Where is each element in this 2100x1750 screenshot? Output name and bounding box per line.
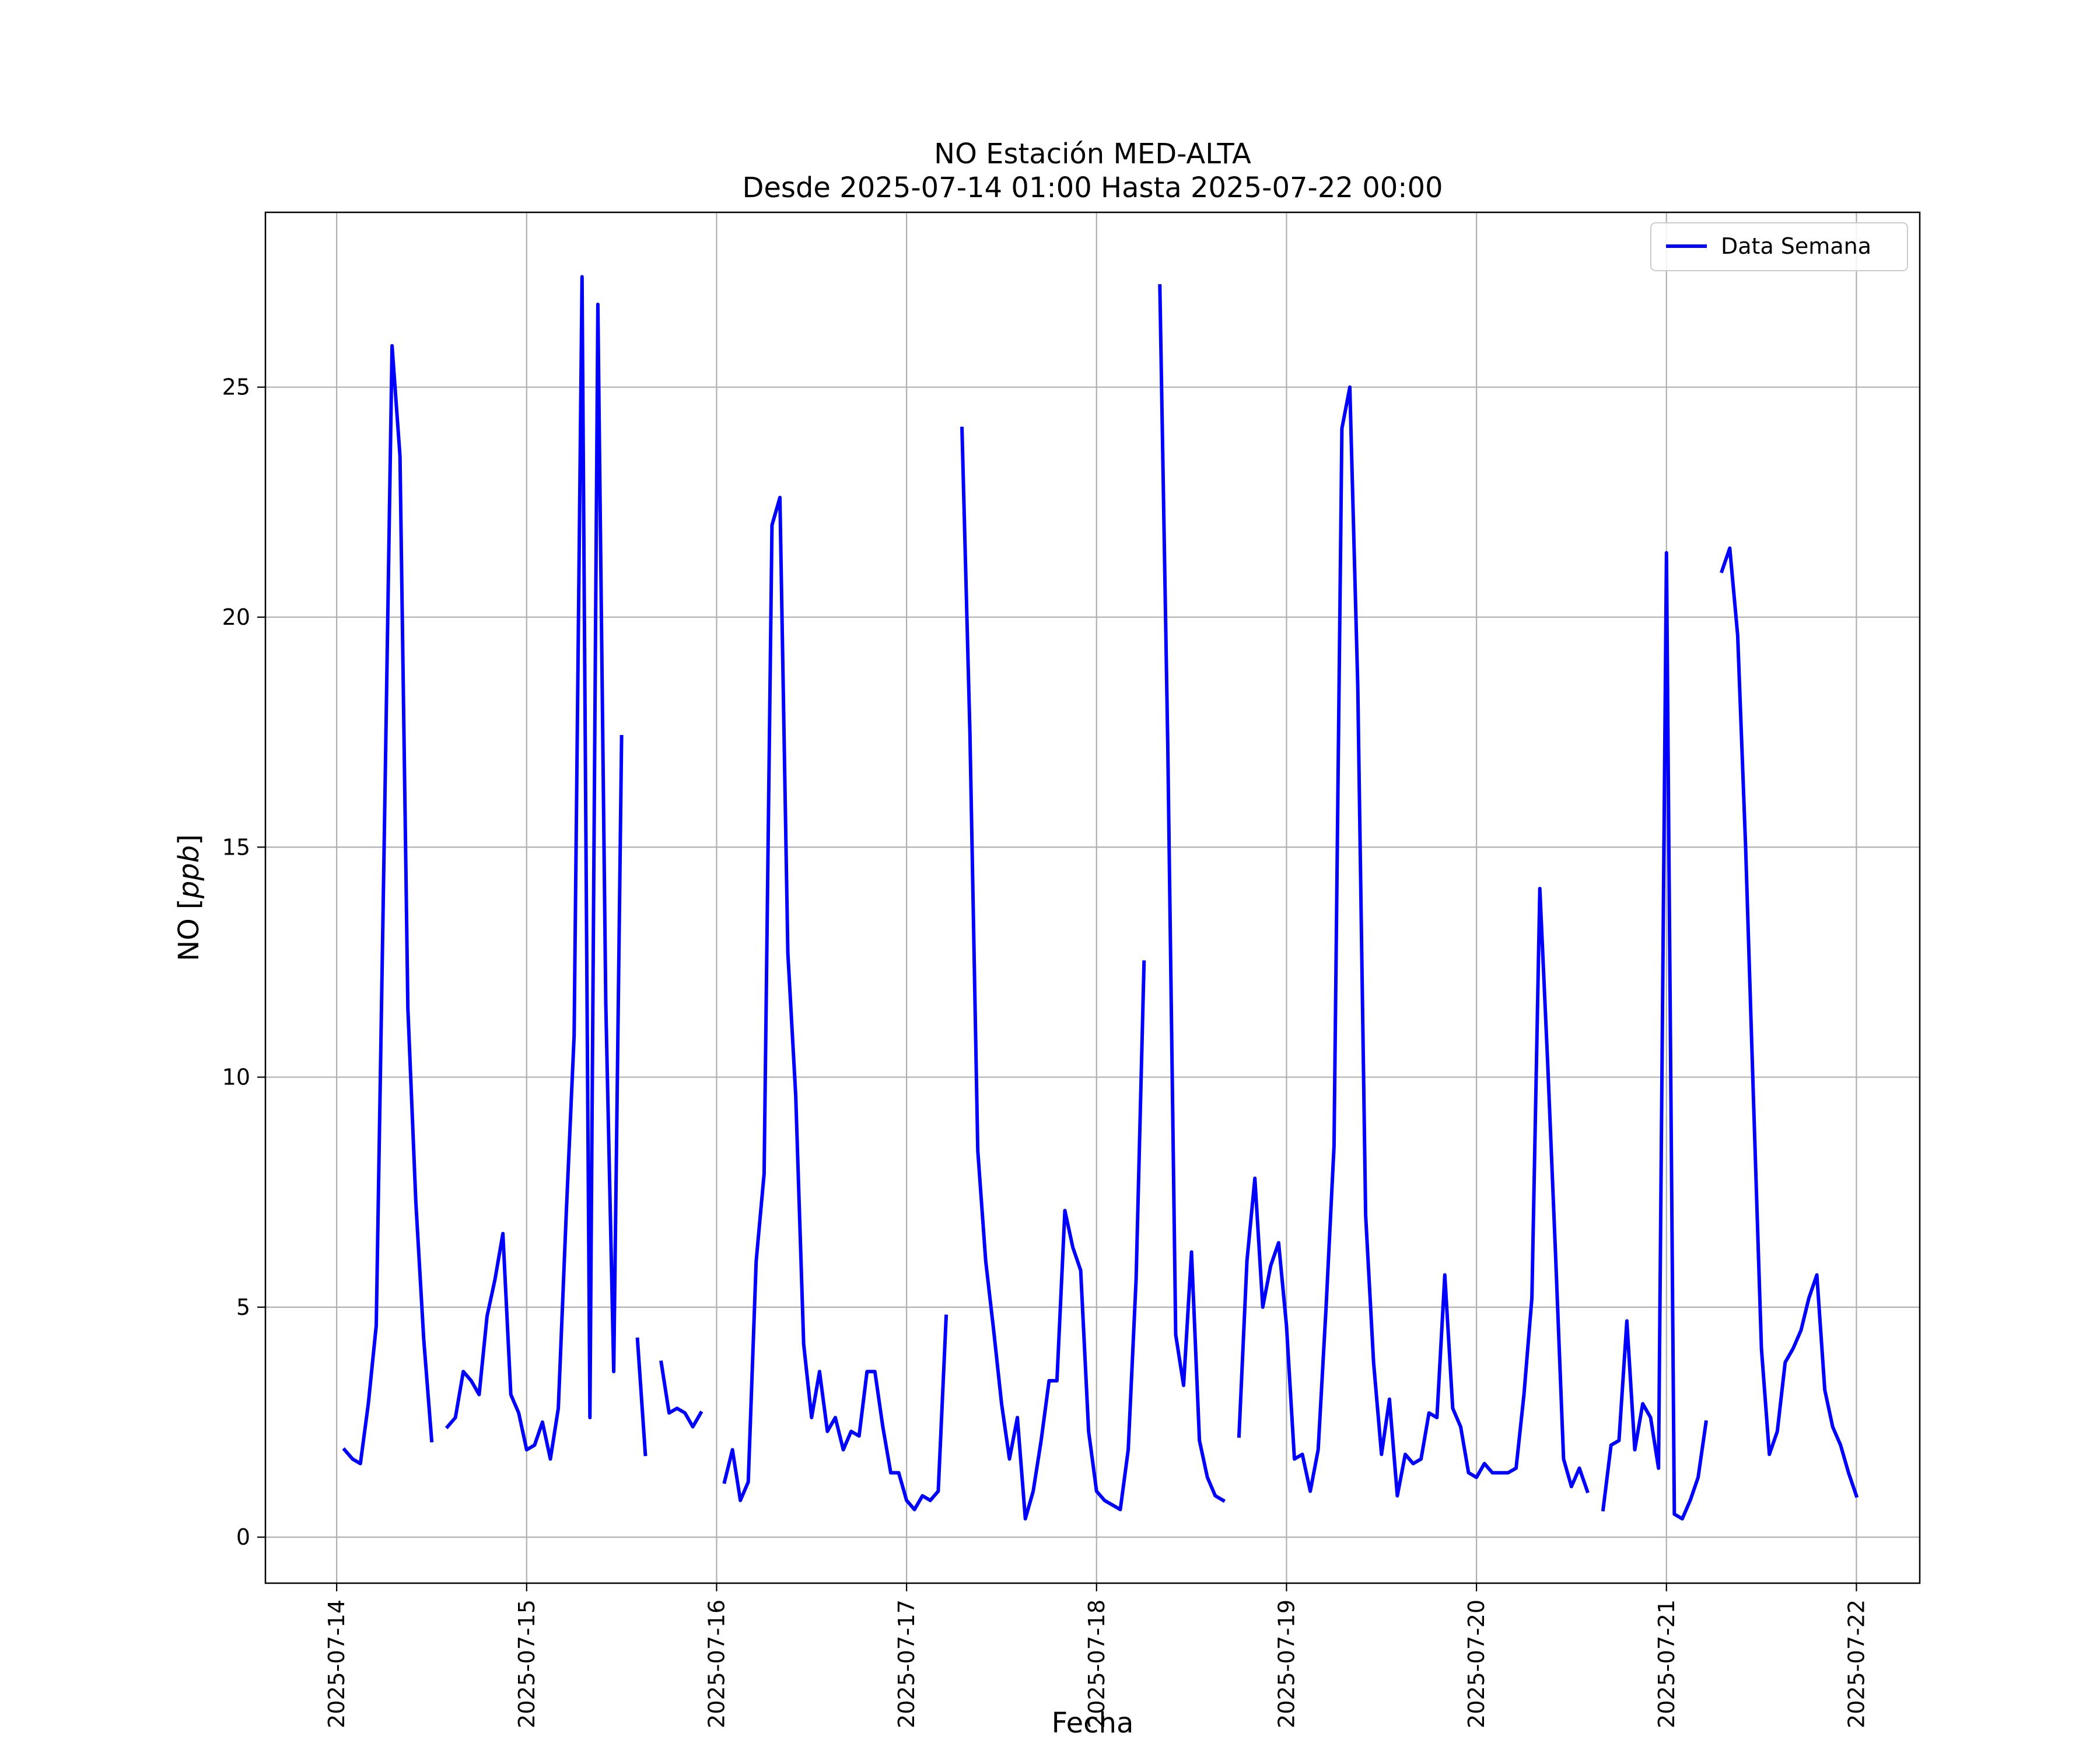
y-axis-label: NO [ppb] — [173, 834, 205, 961]
series-line-segment — [1719, 546, 1859, 1499]
x-tick-label: 2025-07-20 — [1464, 1600, 1489, 1728]
legend-box — [1650, 222, 1908, 271]
series-line-segment — [659, 1360, 704, 1429]
y-tick-label: 20 — [222, 604, 250, 630]
y-tick-label: 10 — [222, 1065, 250, 1090]
plot-area-frame — [264, 211, 1921, 1584]
legend: Data Semana — [1650, 222, 1908, 271]
x-tick-label: 2025-07-22 — [1843, 1600, 1869, 1728]
y-tick-label: 0 — [236, 1524, 250, 1550]
x-tick-label: 2025-07-19 — [1273, 1600, 1299, 1728]
y-axis-label-unit: ppb — [173, 845, 205, 899]
x-tick-label: 2025-07-15 — [514, 1600, 540, 1728]
series-line-segment — [635, 1337, 648, 1457]
series-line-segment — [1158, 284, 1226, 1503]
chart-subtitle: Desde 2025-07-14 01:00 Hasta 2025-07-22 … — [742, 172, 1443, 204]
x-tick-label: 2025-07-14 — [324, 1600, 349, 1728]
series-line-segment — [1237, 385, 1590, 1498]
y-axis-label-prefix: NO [ — [173, 898, 205, 961]
y-tick-label: 25 — [222, 374, 250, 400]
y-tick-label: 5 — [236, 1294, 250, 1320]
series-line-segment — [444, 275, 624, 1461]
legend-label: Data Semana — [1721, 233, 1871, 259]
y-axis-label-suffix: ] — [173, 834, 205, 845]
grid-lines — [265, 212, 1920, 1583]
x-tick-label: 2025-07-18 — [1084, 1600, 1110, 1728]
series-line-segment — [1601, 551, 1708, 1521]
x-tick-label: 2025-07-16 — [704, 1600, 729, 1728]
y-tick-label: 15 — [222, 834, 250, 860]
chart-title: NO Estación MED-ALTA — [934, 138, 1251, 170]
series-line-segment — [342, 344, 434, 1465]
series-line-segment — [960, 426, 1146, 1521]
series-line-segment — [722, 495, 949, 1511]
axis-ticks: 2025-07-14 2025-07-15 2025-07-16 2025-07-17… — [222, 374, 1870, 1728]
x-tick-label: 2025-07-21 — [1654, 1600, 1679, 1728]
series-lines — [342, 275, 1859, 1521]
x-axis-label: Fecha — [1052, 1707, 1134, 1740]
x-tick-label: 2025-07-17 — [894, 1600, 919, 1728]
